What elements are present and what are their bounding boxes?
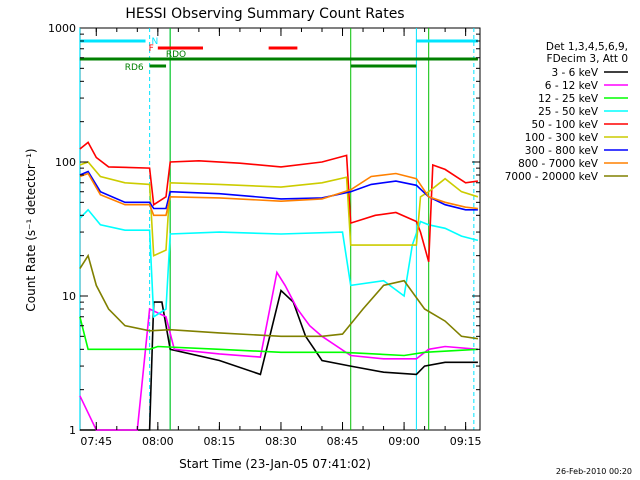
y-tick-label: 10 [62,290,76,303]
x-tick-label: 08:30 [265,435,297,448]
x-tick-label: 09:00 [388,435,420,448]
series-line [79,172,478,217]
flag-label: RDO [166,50,186,60]
time-markers [79,28,475,430]
legend-label: 12 - 25 keV [538,93,599,105]
series-line [79,316,478,357]
x-tick-label: 09:15 [450,435,482,448]
x-tick-label: 08:00 [142,435,174,448]
legend-label: 7000 - 20000 keV [505,171,599,183]
legend-label: 3 - 6 keV [551,67,598,79]
flag-bars: NF RDO RD6 [79,37,478,73]
x-axis-label: Start Time (23-Jan-05 07:41:02) [179,457,371,471]
legend-header-line: Det 1,3,4,5,6,9, [546,41,628,53]
series-line [79,161,479,257]
flag-label: RD6 [125,63,144,73]
axis-ticks: 1 10 100 1000 07:45 08:00 08:15 08:30 08:45 09:00… [48,22,481,448]
y-tick-label: 100 [55,156,76,169]
y-axis-label: Count Rate (s⁻¹ detector⁻¹) [24,148,38,311]
flag-label: F [149,44,154,54]
legend-label: 25 - 50 keV [538,106,599,118]
legend-label: 50 - 100 keV [531,119,598,131]
x-tick-label: 08:45 [327,435,359,448]
legend-label: 800 - 7000 keV [518,158,599,170]
series-line [79,208,479,319]
x-tick-label: 07:45 [80,435,112,448]
legend-label: 100 - 300 keV [525,132,599,144]
series-line [79,253,479,340]
series-lines [79,141,479,431]
chart-title: HESSI Observing Summary Count Rates [125,6,404,22]
series-line [79,141,479,263]
legend-header-line: FDecim 3, Att 0 [547,53,628,65]
y-tick-label: 1000 [48,22,76,35]
legend: Det 1,3,4,5,6,9,FDecim 3, Att 0 3 - 6 keV… [505,41,628,183]
legend-label: 6 - 12 keV [545,80,599,92]
y-tick-label: 1 [69,424,76,437]
timestamp-stamp: 26-Feb-2010 00:20 [555,467,632,476]
flag-label: N [152,37,159,47]
x-tick-label: 08:15 [204,435,236,448]
series-line [79,270,478,431]
legend-label: 300 - 800 keV [525,145,599,157]
